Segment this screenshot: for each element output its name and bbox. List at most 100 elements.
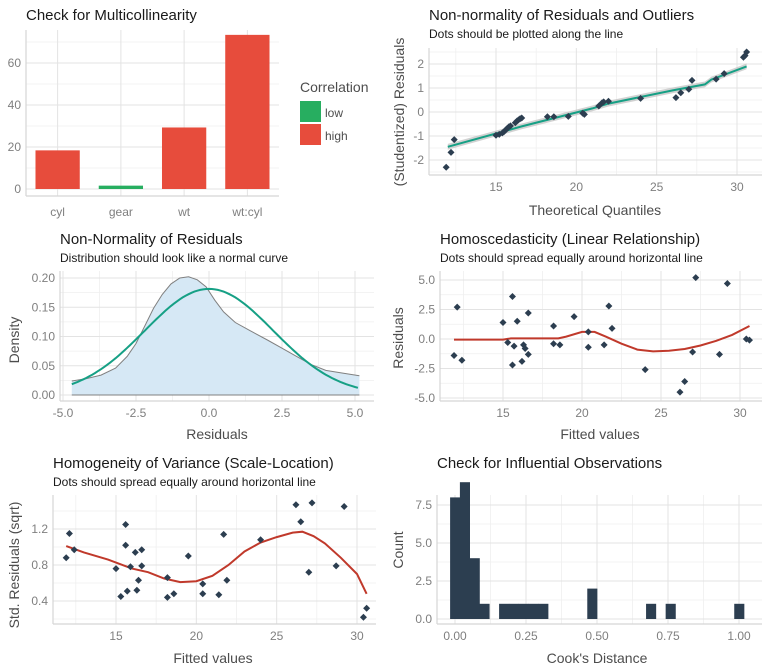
histogram-bar	[646, 603, 657, 619]
chart-title: Non-Normality of Residuals	[60, 231, 243, 248]
chart-title: Check for Multicollinearity	[26, 7, 197, 24]
data-point	[692, 274, 700, 282]
y-tick-label: 2.5	[415, 574, 432, 588]
data-point	[215, 591, 223, 599]
loess-line	[454, 325, 750, 353]
data-point	[564, 112, 572, 120]
y-tick-label: 0.05	[32, 359, 56, 373]
panel-influential: Check for Influential Observations 0.00 0…	[390, 455, 762, 666]
histogram-bar	[665, 603, 676, 619]
chart-subtitle: Distribution should look like a normal c…	[60, 251, 288, 265]
data-point	[122, 541, 130, 549]
data-point	[504, 339, 512, 347]
data-point	[499, 318, 507, 326]
x-axis-label: Fitted values	[173, 650, 252, 666]
axis-ticks: 15 20 25 30 -5.0 -2.5 0.0 2.5 5.0	[414, 273, 747, 420]
legend-title: Correlation	[300, 79, 368, 95]
panel-qq-plot: Non-normality of Residuals and Outliers …	[391, 7, 762, 218]
x-tick-label: 20	[575, 406, 589, 420]
x-tick-label: wt:cyl	[231, 205, 262, 219]
chart-subtitle: Dots should be plotted along the line	[429, 27, 623, 41]
histogram-bar	[538, 603, 549, 619]
y-axis-label: (Studentized) Residuals	[391, 38, 407, 187]
data-point	[584, 343, 592, 351]
data-point	[550, 113, 558, 121]
y-tick-label: 0.8	[31, 558, 48, 572]
y-axis-label: Std. Residuals (sqrt)	[6, 502, 22, 629]
x-tick-label: wt	[177, 205, 191, 219]
legend-swatch-high	[300, 124, 321, 145]
data-point	[363, 604, 371, 612]
data-point	[720, 70, 728, 78]
data-point	[199, 580, 207, 588]
data-point	[570, 313, 578, 321]
y-tick-label: -1	[413, 129, 424, 143]
x-tick-label: 30	[730, 180, 744, 194]
histogram-bar	[518, 603, 529, 619]
y-tick-label: 2	[417, 57, 424, 71]
x-axis-label: Residuals	[186, 426, 247, 442]
marks	[71, 276, 360, 396]
data-point	[543, 113, 551, 121]
data-point	[677, 89, 685, 97]
histogram-bar	[508, 603, 519, 619]
data-point	[689, 348, 697, 356]
y-axis-label: Residuals	[390, 307, 406, 368]
chart-subtitle: Dots should spread equally around horizo…	[53, 475, 316, 489]
x-tick-label: 0.25	[514, 629, 538, 643]
data-point	[600, 341, 608, 349]
data-point	[672, 94, 680, 102]
y-tick-label: 7.5	[415, 498, 432, 512]
data-point	[163, 593, 171, 601]
data-point	[600, 98, 608, 106]
legend-swatch-low	[300, 101, 321, 122]
marks	[62, 499, 371, 621]
y-tick-label: 40	[8, 98, 22, 112]
data-point	[442, 163, 450, 171]
grid	[52, 495, 376, 625]
data-point	[715, 350, 723, 358]
data-point	[518, 357, 526, 365]
y-tick-label: 0.4	[31, 594, 48, 608]
data-point	[685, 85, 693, 93]
y-tick-label: 60	[8, 56, 22, 70]
chart-title: Homoscedasticity (Linear Relationship)	[440, 231, 700, 248]
data-point	[745, 336, 753, 344]
data-point	[641, 366, 649, 374]
chart-title: Homogeneity of Variance (Scale-Location)	[53, 455, 334, 472]
histogram-bar	[734, 603, 745, 619]
x-tick-label: -5.0	[53, 406, 74, 420]
data-point	[550, 322, 558, 330]
y-tick-label: 0.20	[32, 271, 56, 285]
legend-label-high: high	[325, 129, 348, 143]
histogram-bar	[459, 482, 470, 619]
data-point	[340, 503, 348, 510]
data-point	[359, 613, 367, 621]
data-point	[458, 356, 466, 364]
x-axis-label: Cook's Distance	[547, 650, 648, 666]
x-tick-label: gear	[109, 205, 133, 219]
data-point	[220, 530, 228, 538]
data-point	[112, 565, 120, 573]
y-tick-label: 0.0	[418, 332, 435, 346]
bar-gear	[98, 185, 144, 189]
y-tick-label: -2.5	[414, 362, 435, 376]
data-point	[305, 568, 313, 576]
histogram-bar	[479, 603, 490, 619]
data-point	[524, 350, 532, 358]
y-tick-label: 5.0	[418, 273, 435, 287]
axis-ticks: -5.0 -2.5 0.0 2.5 5.0 0.00 0.05 0.10 0.15 0.20	[32, 271, 364, 420]
axis-ticks: 15 20 25 30 -2 -1 0 1 2	[413, 57, 744, 194]
data-point	[510, 342, 518, 350]
density-area	[71, 276, 360, 395]
y-axis-label: Density	[6, 317, 22, 364]
axis-ticks: 0 20 40 60 cyl gear wt wt:cyl	[8, 56, 263, 219]
y-tick-label: -2	[413, 153, 424, 167]
loess-line	[65, 530, 368, 595]
data-point	[70, 546, 78, 554]
x-tick-label: 15	[109, 629, 123, 643]
data-point	[133, 586, 141, 594]
normal-curve	[71, 287, 359, 389]
data-point	[123, 587, 131, 595]
